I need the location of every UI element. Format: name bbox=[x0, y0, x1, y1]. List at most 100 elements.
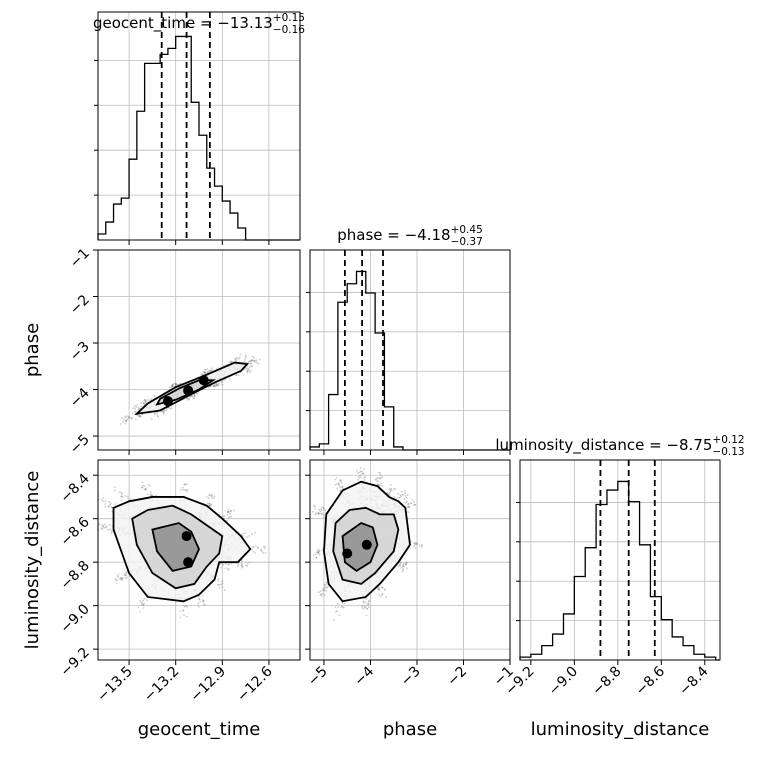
sample-point bbox=[404, 502, 407, 504]
sample-point bbox=[359, 466, 362, 469]
sample-point bbox=[335, 476, 338, 479]
sample-point bbox=[208, 502, 211, 505]
sample-point bbox=[254, 545, 257, 548]
sample-point bbox=[208, 493, 211, 496]
sample-point bbox=[162, 412, 165, 415]
sample-point bbox=[212, 385, 215, 388]
sample-point bbox=[201, 599, 204, 601]
sample-point bbox=[319, 510, 322, 513]
sample-point bbox=[203, 371, 205, 373]
sample-point bbox=[132, 407, 135, 409]
x-tick-label: −12.6 bbox=[234, 663, 276, 705]
title-plus: +0.15 bbox=[273, 12, 305, 24]
y-tick-label: −8.4 bbox=[57, 471, 92, 506]
sample-point bbox=[227, 516, 230, 519]
sample-point bbox=[141, 486, 144, 489]
sample-point bbox=[320, 593, 322, 596]
sample-point bbox=[211, 494, 213, 496]
sample-point bbox=[383, 588, 386, 591]
sample-point bbox=[185, 615, 188, 618]
panel-title-phase: phase = −4.18+0.45 bbox=[337, 224, 483, 244]
sample-point bbox=[183, 483, 186, 486]
sample-point bbox=[323, 594, 326, 597]
y-tick-label: −5 bbox=[67, 432, 93, 458]
sample-point bbox=[394, 487, 397, 490]
sample-point bbox=[362, 472, 365, 475]
sample-point bbox=[197, 602, 200, 605]
sample-point bbox=[323, 516, 326, 519]
sample-point bbox=[142, 599, 145, 602]
sample-point bbox=[203, 370, 205, 373]
sample-point bbox=[223, 589, 226, 592]
sample-point bbox=[223, 514, 226, 517]
sample-point bbox=[175, 383, 177, 386]
sample-point bbox=[339, 478, 342, 481]
sample-point bbox=[170, 407, 173, 410]
sample-point bbox=[224, 563, 227, 565]
joint-panel-geocent_time-luminosity_distance bbox=[97, 459, 301, 661]
sample-point bbox=[317, 551, 320, 554]
sample-point bbox=[405, 496, 408, 499]
sample-point bbox=[218, 383, 221, 386]
title-minus: −0.37 bbox=[451, 236, 483, 248]
sample-point bbox=[229, 515, 232, 518]
sample-point bbox=[361, 472, 364, 475]
sample-point bbox=[404, 562, 407, 565]
sample-point bbox=[363, 606, 366, 609]
sample-point bbox=[182, 609, 184, 612]
sample-point bbox=[249, 359, 252, 362]
sample-point bbox=[367, 606, 370, 609]
sample-point bbox=[209, 369, 211, 372]
sample-point bbox=[253, 359, 256, 362]
sample-point bbox=[399, 561, 402, 564]
sample-point bbox=[138, 415, 141, 418]
sample-point bbox=[185, 604, 187, 607]
sample-point bbox=[105, 526, 107, 529]
sample-point bbox=[247, 562, 249, 565]
sample-point bbox=[315, 556, 318, 559]
sample-point bbox=[109, 528, 112, 531]
sample-point bbox=[366, 602, 369, 605]
sample-point bbox=[405, 561, 408, 564]
y-tick-label: −3 bbox=[67, 339, 93, 365]
sample-point bbox=[357, 475, 360, 478]
sample-point bbox=[149, 399, 152, 401]
sample-point bbox=[338, 479, 341, 482]
sample-point bbox=[251, 365, 253, 368]
sample-point bbox=[170, 386, 173, 388]
sample-point bbox=[252, 356, 255, 359]
sample-point bbox=[229, 510, 231, 513]
sample-point bbox=[248, 371, 251, 374]
sample-point bbox=[179, 616, 182, 619]
sample-point bbox=[128, 416, 131, 419]
sample-point bbox=[131, 417, 133, 420]
sample-point bbox=[400, 566, 402, 569]
sample-point bbox=[183, 484, 186, 486]
sample-point bbox=[102, 500, 105, 503]
sample-point bbox=[402, 569, 404, 571]
sample-point bbox=[142, 402, 145, 405]
sample-point bbox=[380, 482, 383, 485]
sample-point bbox=[124, 415, 127, 418]
sample-point bbox=[146, 493, 149, 496]
sample-point bbox=[322, 589, 324, 592]
sample-point bbox=[171, 385, 173, 388]
sample-point bbox=[134, 411, 136, 413]
sample-point bbox=[126, 418, 129, 421]
sample-point bbox=[407, 511, 409, 513]
sample-point bbox=[136, 414, 139, 417]
sample-point bbox=[247, 369, 250, 372]
sample-point bbox=[193, 395, 195, 398]
sample-point bbox=[367, 602, 370, 605]
sample-point bbox=[141, 481, 144, 483]
sample-point bbox=[379, 473, 382, 476]
sample-point bbox=[109, 502, 112, 505]
joint-panel-phase-luminosity_distance bbox=[309, 459, 511, 661]
sample-point bbox=[335, 610, 337, 613]
sample-point bbox=[322, 514, 325, 516]
contour-line-0 bbox=[323, 480, 411, 603]
sample-point bbox=[250, 365, 253, 368]
sample-point bbox=[142, 402, 145, 405]
sample-point bbox=[218, 586, 221, 589]
sample-point bbox=[143, 399, 146, 402]
